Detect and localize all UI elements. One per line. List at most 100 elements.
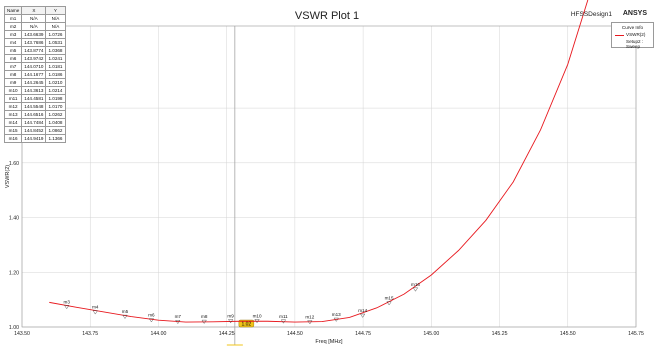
marker-row[interactable]: m10 144.3613 1.0214 (3, 86, 66, 95)
marker-row[interactable]: m14 144.7484 1.0408 (3, 118, 66, 127)
marker-cell-name: m16 (3, 134, 23, 143)
y-tick-label: 1.00 (9, 325, 19, 331)
marker-cell-x: 144.9419 (21, 134, 47, 143)
marker-cell-y: N/A (45, 14, 66, 23)
marker-point (360, 313, 366, 318)
chart-grid (21, 26, 637, 328)
marker-cell-y: 1.0531 (45, 38, 66, 47)
x-tick-label: 143.75 (82, 331, 98, 337)
marker-cell-x: 143.6639 (21, 30, 47, 39)
ansys-logo: ANSYS (622, 10, 647, 17)
marker-col-y: Y (45, 6, 66, 15)
marker-cell-y: N/A (45, 22, 66, 31)
marker-cell-name: m10 (3, 86, 23, 95)
cursor-value-label: 1.02 (241, 321, 251, 327)
marker-label: m3 (64, 299, 71, 304)
marker-row[interactable]: m16 144.9419 1.1366 (3, 134, 66, 143)
cursor-value-box (238, 319, 255, 328)
marker-row[interactable]: m3 143.6639 1.0726 (3, 30, 66, 39)
marker-cell-y: 1.0368 (45, 46, 66, 55)
marker-table-header: Name X Y (3, 6, 66, 15)
marker-row[interactable]: m2 N/A N/A (3, 22, 66, 31)
marker-col-x: X (21, 6, 47, 15)
marker-label: m12 (305, 315, 314, 320)
legend-setup: Setup2 : Sweep (626, 39, 644, 49)
x-tick-label: 145.75 (628, 331, 644, 337)
x-tick-label: 144.50 (287, 331, 303, 337)
marker-row[interactable]: m8 144.1677 1.0186 (3, 70, 66, 79)
marker-row[interactable]: m12 144.5548 1.0170 (3, 102, 66, 111)
marker-label: m16 (411, 282, 420, 287)
marker-cell-x: 143.7686 (21, 38, 47, 47)
marker-cell-y: 1.0186 (45, 70, 66, 79)
marker-label: m7 (175, 314, 182, 319)
x-tick-label: 145.00 (423, 331, 439, 337)
marker-cell-x: N/A (21, 14, 47, 23)
marker-row[interactable]: m9 144.2645 1.0210 (3, 78, 66, 87)
marker-label: m4 (92, 305, 99, 310)
series-line (49, 0, 589, 323)
marker-label: m10 (253, 313, 262, 318)
marker-point (254, 319, 260, 324)
marker-point (148, 318, 154, 323)
marker-cell-x: 144.8452 (21, 126, 47, 135)
marker-cell-x: 144.3613 (21, 86, 47, 95)
series-vswr2 (49, 0, 589, 323)
marker-label: m14 (358, 308, 367, 313)
plot-area (21, 25, 637, 328)
marker-row[interactable]: m4 143.7686 1.0531 (3, 38, 66, 47)
marker-label: m13 (332, 312, 341, 317)
marker-cell-x: 144.0710 (21, 62, 47, 71)
marker-cell-x: 144.1677 (21, 70, 47, 79)
marker-cell-name: m1 (3, 14, 23, 23)
marker-table[interactable]: Name X Y m1 N/A N/A m2 N/A N/A m3 143.6639 1.072… (3, 6, 66, 143)
marker-cell-name: m4 (3, 38, 23, 47)
legend-swatch (615, 35, 624, 36)
marker-cell-name: m6 (3, 54, 23, 63)
marker-row[interactable]: m7 144.0710 1.0181 (3, 62, 66, 71)
marker-cell-name: m5 (3, 46, 23, 55)
marker-point (307, 320, 313, 325)
marker-row[interactable]: m6 143.9742 1.0241 (3, 54, 66, 63)
marker-label: m8 (201, 314, 208, 319)
marker-row[interactable]: m13 144.6516 1.0262 (3, 110, 66, 119)
marker-cell-name: m7 (3, 62, 23, 71)
marker-cell-x: 144.6516 (21, 110, 47, 119)
y-tick-label: 1.20 (9, 270, 19, 276)
marker-cell-x: 144.2645 (21, 78, 47, 87)
marker-row[interactable]: m15 144.8452 1.0862 (3, 126, 66, 135)
y-tick-label: 1.60 (9, 161, 19, 167)
marker-label: m9 (227, 313, 234, 318)
marker-row[interactable]: m11 144.4581 1.0198 (3, 94, 66, 103)
marker-cell-x: N/A (21, 22, 47, 31)
marker-cell-y: 1.0214 (45, 86, 66, 95)
marker-cell-x: 144.7484 (21, 118, 47, 127)
marker-cell-name: m2 (3, 22, 23, 31)
x-axis-ticks: 143.50 143.75 144.00 144.25 144.50 144.75 145.… (14, 331, 644, 337)
legend-series-name: VSWR(2) (626, 32, 646, 37)
marker-row[interactable]: m5 143.8774 1.0368 (3, 46, 66, 55)
curve-info-legend[interactable]: Curve Info VSWR(2) Setup2 : Sweep (611, 22, 654, 49)
marker-cell-name: m8 (3, 70, 23, 79)
y-axis-label: VSWR(2) (5, 165, 11, 188)
x-tick-label: 145.25 (492, 331, 508, 337)
marker-point (228, 319, 234, 324)
marker-cell-name: m12 (3, 102, 23, 111)
marker-cell-y: 1.0862 (45, 126, 66, 135)
marker-label: m15 (385, 296, 394, 301)
marker-cell-y: 1.0408 (45, 118, 66, 127)
marker-label: m11 (279, 314, 288, 319)
marker-cell-y: 1.0726 (45, 30, 66, 39)
marker-cell-name: m13 (3, 110, 23, 119)
marker-cell-y: 1.0198 (45, 94, 66, 103)
marker-point (64, 305, 70, 310)
marker-cell-y: 1.0210 (45, 78, 66, 87)
marker-label: m6 (148, 313, 155, 318)
marker-cell-x: 144.5548 (21, 102, 47, 111)
marker-point (122, 314, 128, 319)
freq-cursor[interactable]: 1.02 (226, 26, 255, 346)
marker-row[interactable]: m1 N/A N/A (3, 14, 66, 23)
x-tick-label: 144.25 (219, 331, 235, 337)
design-name: HFSSDesign1 (570, 11, 612, 18)
